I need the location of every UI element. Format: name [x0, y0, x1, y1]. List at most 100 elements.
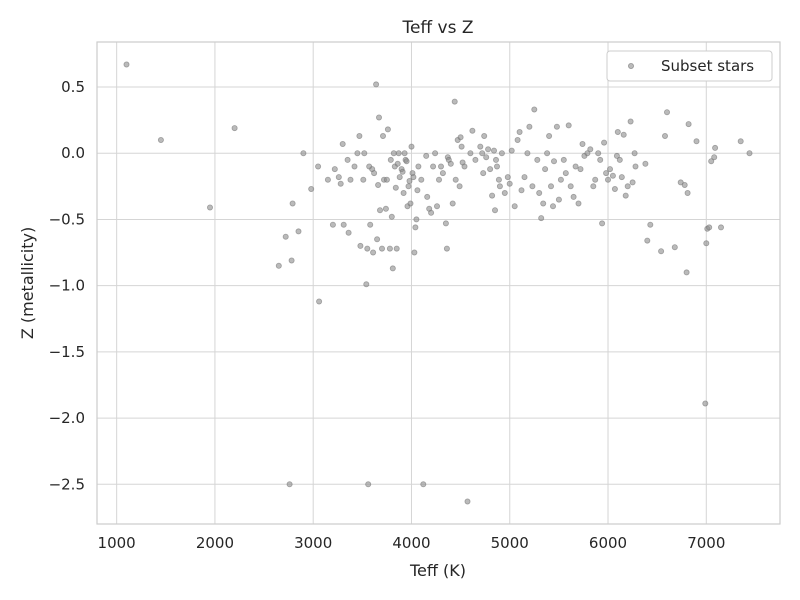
data-point	[206, 204, 213, 211]
data-point	[501, 189, 508, 196]
data-point	[495, 176, 502, 183]
data-point	[286, 481, 293, 488]
data-point	[480, 170, 487, 177]
data-point	[664, 109, 671, 116]
data-point	[396, 174, 403, 181]
data-point	[458, 143, 465, 150]
grid-lines	[97, 42, 780, 524]
data-point	[413, 216, 420, 223]
data-point	[157, 136, 164, 143]
data-point	[629, 179, 636, 186]
data-point	[521, 174, 528, 181]
data-point	[683, 269, 690, 276]
data-point	[430, 163, 437, 170]
data-point	[384, 126, 391, 133]
data-point	[490, 147, 497, 154]
data-point	[595, 150, 602, 157]
data-point	[631, 150, 638, 157]
data-point	[531, 106, 538, 113]
data-point	[551, 158, 558, 165]
data-point	[315, 163, 322, 170]
y-axis-label: Z (metallicity)	[18, 227, 37, 339]
data-point	[618, 174, 625, 181]
data-point	[642, 160, 649, 167]
data-point	[546, 132, 553, 139]
data-point	[498, 150, 505, 157]
data-point	[415, 163, 422, 170]
data-point	[387, 156, 394, 163]
data-point	[461, 163, 468, 170]
data-point	[511, 203, 518, 210]
data-point	[681, 181, 688, 188]
data-point	[534, 156, 541, 163]
legend[interactable]: Subset stars	[606, 50, 773, 82]
data-point	[411, 249, 418, 256]
data-point	[540, 200, 547, 207]
data-point	[671, 244, 678, 251]
data-points	[123, 61, 753, 505]
data-point	[420, 481, 427, 488]
data-point	[487, 166, 494, 173]
data-point	[662, 132, 669, 139]
data-point	[599, 220, 606, 227]
data-point	[382, 205, 389, 212]
data-point	[361, 150, 368, 157]
data-point	[565, 122, 572, 129]
data-point	[364, 245, 371, 252]
y-tick-label: −0.5	[49, 210, 85, 228]
x-tick-label: 7000	[687, 534, 725, 552]
data-point	[702, 400, 709, 407]
data-point	[324, 176, 331, 183]
data-point	[447, 160, 454, 167]
y-tick-label: −2.5	[49, 475, 85, 493]
data-point	[491, 207, 498, 214]
data-point	[376, 207, 383, 214]
data-point	[442, 220, 449, 227]
data-point	[357, 242, 364, 249]
data-point	[544, 150, 551, 157]
data-point	[542, 166, 549, 173]
data-point	[452, 176, 459, 183]
data-point	[392, 184, 399, 191]
data-point	[592, 176, 599, 183]
data-point	[627, 118, 634, 125]
data-point	[379, 132, 386, 139]
data-point	[572, 163, 579, 170]
data-point	[370, 249, 377, 256]
data-point	[288, 257, 295, 264]
data-point	[575, 200, 582, 207]
data-point	[395, 150, 402, 157]
data-point	[518, 187, 525, 194]
data-point	[331, 166, 338, 173]
data-point	[428, 209, 435, 216]
data-point	[451, 98, 458, 105]
data-point	[577, 166, 584, 173]
data-point	[597, 156, 604, 163]
data-point	[611, 185, 618, 192]
data-point	[388, 213, 395, 220]
data-point	[536, 189, 543, 196]
data-point	[526, 123, 533, 130]
data-point	[562, 170, 569, 177]
data-point	[414, 187, 421, 194]
data-point	[347, 176, 354, 183]
y-tick-label: −1.0	[49, 277, 85, 295]
data-point	[708, 158, 715, 165]
data-point	[399, 168, 406, 175]
data-point	[423, 152, 430, 159]
x-tick-label: 2000	[196, 534, 234, 552]
legend-label: Subset stars	[661, 57, 754, 75]
data-point	[373, 81, 380, 88]
data-point	[684, 189, 691, 196]
data-point	[712, 144, 719, 151]
data-point	[658, 248, 665, 255]
data-point	[614, 128, 621, 135]
data-point	[492, 156, 499, 163]
data-point	[493, 163, 500, 170]
x-tick-label: 4000	[392, 534, 430, 552]
data-point	[275, 262, 282, 269]
y-tick-label: 0.0	[61, 144, 85, 162]
data-point	[412, 224, 419, 231]
data-point	[624, 183, 631, 190]
y-tick-labels: −2.5 −2.0 −1.5 −1.0 −0.5 0.0 0.5	[49, 78, 85, 493]
